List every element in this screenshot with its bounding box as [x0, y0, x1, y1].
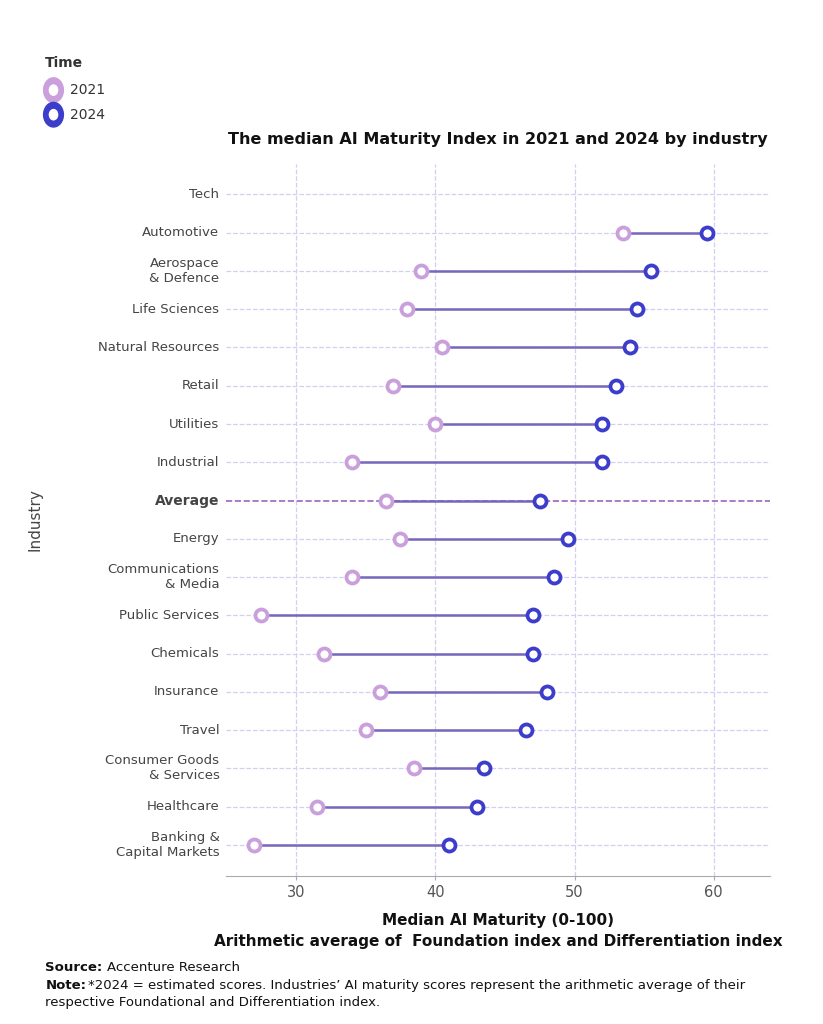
- Point: [596, 416, 609, 432]
- Point: [540, 684, 553, 700]
- Text: *2024 = estimated scores. Industries’ AI maturity scores represent the arithmeti: *2024 = estimated scores. Industries’ AI…: [88, 979, 745, 992]
- Point: [526, 607, 539, 624]
- Point: [610, 378, 623, 394]
- Point: [533, 493, 546, 509]
- Point: [401, 301, 414, 317]
- Point: [630, 301, 644, 317]
- Point: [407, 760, 421, 776]
- Text: Accenture Research: Accenture Research: [107, 961, 240, 974]
- Point: [547, 569, 560, 586]
- Point: [477, 760, 491, 776]
- Point: [519, 722, 532, 738]
- Point: [616, 224, 630, 241]
- Point: [310, 799, 323, 815]
- Title: The median AI Maturity Index in 2021 and 2024 by industry: The median AI Maturity Index in 2021 and…: [228, 132, 768, 147]
- Point: [310, 799, 323, 815]
- Text: Time: Time: [45, 55, 83, 70]
- Point: [345, 569, 358, 586]
- Point: [317, 645, 330, 662]
- Point: [317, 645, 330, 662]
- Point: [387, 378, 400, 394]
- Text: Arithmetic average of  Foundation index and Differentiation index: Arithmetic average of Foundation index a…: [214, 934, 782, 949]
- Text: Note:: Note:: [45, 979, 86, 992]
- Point: [345, 569, 358, 586]
- Point: [596, 416, 609, 432]
- Point: [429, 416, 442, 432]
- Point: [624, 339, 637, 355]
- Point: [540, 684, 553, 700]
- Point: [394, 530, 407, 547]
- Point: [561, 530, 574, 547]
- Point: [359, 722, 372, 738]
- Point: [630, 301, 644, 317]
- Point: [596, 454, 609, 470]
- Y-axis label: Industry: Industry: [28, 488, 43, 551]
- Point: [373, 684, 386, 700]
- Point: [561, 530, 574, 547]
- Point: [254, 607, 267, 624]
- Point: [471, 799, 484, 815]
- Point: [415, 263, 428, 280]
- Point: [533, 493, 546, 509]
- Point: [700, 224, 714, 241]
- Point: [616, 224, 630, 241]
- Point: [644, 263, 658, 280]
- Point: [345, 454, 358, 470]
- Point: [471, 799, 484, 815]
- Point: [248, 837, 261, 853]
- Point: [547, 569, 560, 586]
- Point: [526, 645, 539, 662]
- Point: [380, 493, 393, 509]
- Point: [519, 722, 532, 738]
- Point: [387, 378, 400, 394]
- Point: [526, 645, 539, 662]
- Point: [415, 263, 428, 280]
- Point: [700, 224, 714, 241]
- Text: Median AI Maturity (0-100): Median AI Maturity (0-100): [382, 913, 614, 929]
- Point: [373, 684, 386, 700]
- Point: [435, 339, 449, 355]
- Point: [526, 607, 539, 624]
- Point: [248, 837, 261, 853]
- Text: 2024: 2024: [70, 108, 105, 122]
- Point: [401, 301, 414, 317]
- Point: [443, 837, 456, 853]
- Point: [254, 607, 267, 624]
- Point: [477, 760, 491, 776]
- Point: [610, 378, 623, 394]
- Point: [596, 454, 609, 470]
- Point: [624, 339, 637, 355]
- Point: [359, 722, 372, 738]
- Text: Source:: Source:: [45, 961, 103, 974]
- Point: [407, 760, 421, 776]
- Text: respective Foundational and Differentiation index.: respective Foundational and Differentiat…: [45, 995, 380, 1009]
- Point: [394, 530, 407, 547]
- Point: [435, 339, 449, 355]
- Text: 2021: 2021: [70, 83, 105, 97]
- Point: [345, 454, 358, 470]
- Point: [380, 493, 393, 509]
- Point: [644, 263, 658, 280]
- Point: [443, 837, 456, 853]
- Point: [429, 416, 442, 432]
